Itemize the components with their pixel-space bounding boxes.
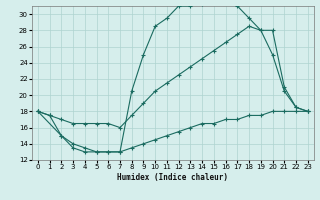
X-axis label: Humidex (Indice chaleur): Humidex (Indice chaleur) xyxy=(117,173,228,182)
